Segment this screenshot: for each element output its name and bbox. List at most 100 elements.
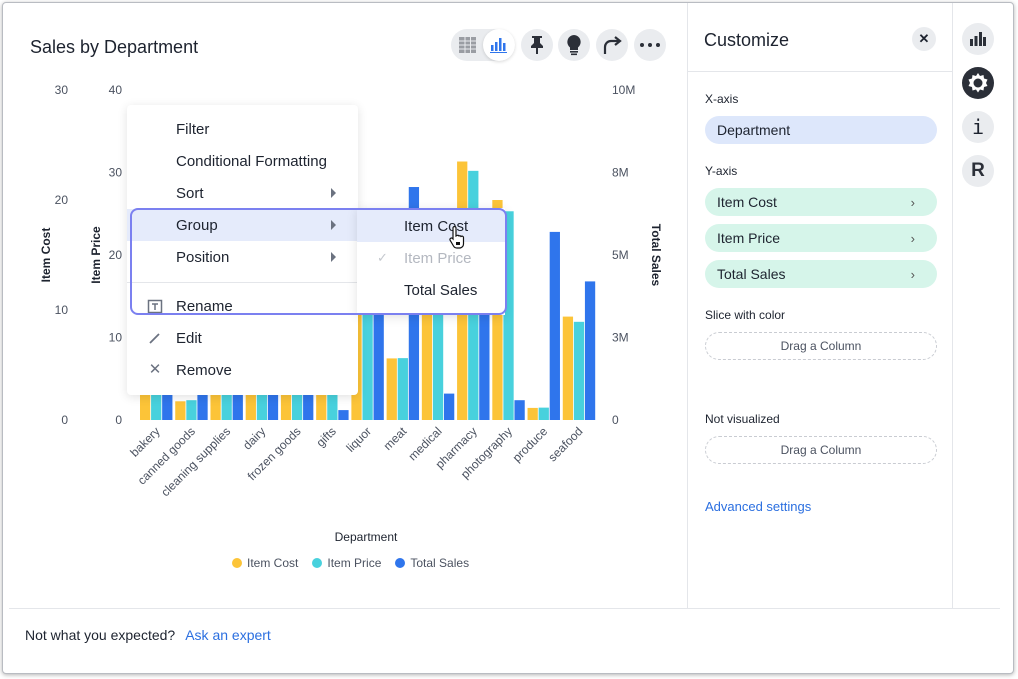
submenu-arrow-icon xyxy=(331,188,336,198)
menu-label: Filter xyxy=(176,120,210,138)
menu-label: Conditional Formatting xyxy=(176,152,327,170)
settings-icon[interactable] xyxy=(962,67,994,99)
y-tick-label: 0 xyxy=(115,413,122,427)
y-tick-label: 20 xyxy=(55,193,69,207)
legend-item[interactable]: Item Price xyxy=(312,556,381,570)
menu-item-rename[interactable]: Rename xyxy=(127,290,358,322)
submenu-arrow-icon xyxy=(331,220,336,230)
pill-label: Item Price xyxy=(717,230,781,246)
submenu-item-total-sales[interactable]: Total Sales xyxy=(357,274,505,306)
chart-icon[interactable] xyxy=(962,23,994,55)
divider xyxy=(688,71,953,72)
bar-item-cost xyxy=(245,387,256,420)
table-icon[interactable] xyxy=(459,37,476,58)
y-axis-column-item-price[interactable]: Item Price › xyxy=(705,224,937,252)
y-tick-label: 20 xyxy=(109,248,123,262)
menu-item-remove[interactable]: ✕ Remove xyxy=(127,354,358,386)
y-axis-title: Item Price xyxy=(89,226,103,284)
submenu-item-item-cost[interactable]: Item Cost xyxy=(357,210,505,242)
x-tick-label: liquor xyxy=(343,424,374,455)
bar-item-cost xyxy=(386,358,397,420)
close-icon: ✕ xyxy=(918,31,930,46)
y-tick-label: 0 xyxy=(612,413,619,427)
bar-item-price xyxy=(362,296,373,420)
bar-total-sales xyxy=(303,387,314,420)
bar-total-sales xyxy=(444,393,455,420)
pill-label: Department xyxy=(717,122,791,138)
close-panel-button[interactable]: ✕ xyxy=(912,27,936,51)
bar-item-price xyxy=(538,407,549,420)
more-button[interactable] xyxy=(634,29,666,61)
x-axis-column-department[interactable]: Department xyxy=(705,116,937,144)
bar-item-price xyxy=(397,358,408,420)
ask-expert-link[interactable]: Ask an expert xyxy=(185,627,271,643)
y-axis-column-item-cost[interactable]: Item Cost › xyxy=(705,188,937,216)
y-tick-label: 10M xyxy=(612,83,635,97)
menu-item-position[interactable]: Position xyxy=(127,241,358,273)
y-axis-title: Item Cost xyxy=(39,228,53,283)
hand-cursor-icon xyxy=(449,226,465,249)
x-tick-label: gifts xyxy=(313,424,338,449)
page-title: Sales by Department xyxy=(30,37,199,57)
legend-item[interactable]: Total Sales xyxy=(395,556,469,570)
submenu-label: Item Cost xyxy=(404,217,469,235)
menu-label: Group xyxy=(176,216,218,234)
y-tick-label: 10 xyxy=(109,331,123,345)
menu-item-group[interactable]: Group xyxy=(127,209,358,241)
x-axis-label: X-axis xyxy=(705,92,739,106)
bar-total-sales xyxy=(232,387,243,420)
info-icon[interactable]: i xyxy=(962,111,994,143)
y-tick-label: 5M xyxy=(612,248,629,262)
insight-button[interactable] xyxy=(558,29,590,61)
menu-item-conditional-formatting[interactable]: Conditional Formatting xyxy=(127,145,358,177)
y-tick-label: 30 xyxy=(109,166,123,180)
bar-item-cost xyxy=(210,387,221,420)
menu-label: Sort xyxy=(176,184,204,202)
menu-label: Remove xyxy=(176,361,232,379)
submenu-label: Item Price xyxy=(404,249,472,267)
bar-total-sales xyxy=(197,387,208,420)
bar-total-sales xyxy=(479,304,490,420)
r-icon[interactable]: R xyxy=(962,155,994,187)
legend-label: Item Cost xyxy=(247,556,299,570)
footer: Not what you expected? Ask an expert xyxy=(9,608,1000,661)
y-axis-label: Y-axis xyxy=(705,164,738,178)
chevron-right-icon: › xyxy=(910,230,915,246)
pin-button[interactable] xyxy=(521,29,553,61)
bar-item-price xyxy=(503,211,514,420)
legend: Item Cost Item Price Total Sales xyxy=(232,556,469,570)
y-axis-column-total-sales[interactable]: Total Sales › xyxy=(705,260,937,288)
context-menu: Filter Conditional Formatting Sort Group… xyxy=(127,105,358,395)
share-button[interactable] xyxy=(596,29,628,61)
submenu-arrow-icon xyxy=(331,252,336,262)
y-tick-label: 3M xyxy=(612,331,629,345)
not-visualized-label: Not visualized xyxy=(705,412,780,426)
bar-chart-icon[interactable] xyxy=(483,29,515,61)
menu-item-sort[interactable]: Sort xyxy=(127,177,358,209)
menu-item-filter[interactable]: Filter xyxy=(127,113,358,145)
menu-divider xyxy=(127,282,358,283)
pin-icon xyxy=(531,36,543,54)
legend-item[interactable]: Item Cost xyxy=(232,556,298,570)
view-toggle[interactable] xyxy=(451,29,515,61)
share-icon xyxy=(603,36,622,54)
submenu-item-item-price[interactable]: ✓ Item Price xyxy=(357,242,505,274)
bar-item-cost xyxy=(562,316,574,420)
bar-item-cost xyxy=(280,387,292,420)
x-tick-label: meat xyxy=(381,424,410,453)
not-visualized-drop-zone[interactable]: Drag a Column xyxy=(705,436,937,464)
rename-icon xyxy=(147,298,163,314)
y-tick-label: 10 xyxy=(55,303,69,317)
bar-total-sales xyxy=(162,387,173,420)
chevron-right-icon: › xyxy=(910,194,915,210)
y-tick-label: 40 xyxy=(109,83,123,97)
bar-item-price xyxy=(256,387,268,420)
menu-item-edit[interactable]: Edit xyxy=(127,322,358,354)
x-axis-title: Department xyxy=(334,530,398,544)
pencil-icon xyxy=(147,330,163,346)
slice-drop-zone[interactable]: Drag a Column xyxy=(705,332,937,360)
legend-dot-icon xyxy=(312,558,323,568)
group-submenu: Item Cost ✓ Item Price Total Sales xyxy=(357,208,505,315)
advanced-settings-link[interactable]: Advanced settings xyxy=(705,499,812,514)
x-tick-label: seafood xyxy=(545,424,585,464)
